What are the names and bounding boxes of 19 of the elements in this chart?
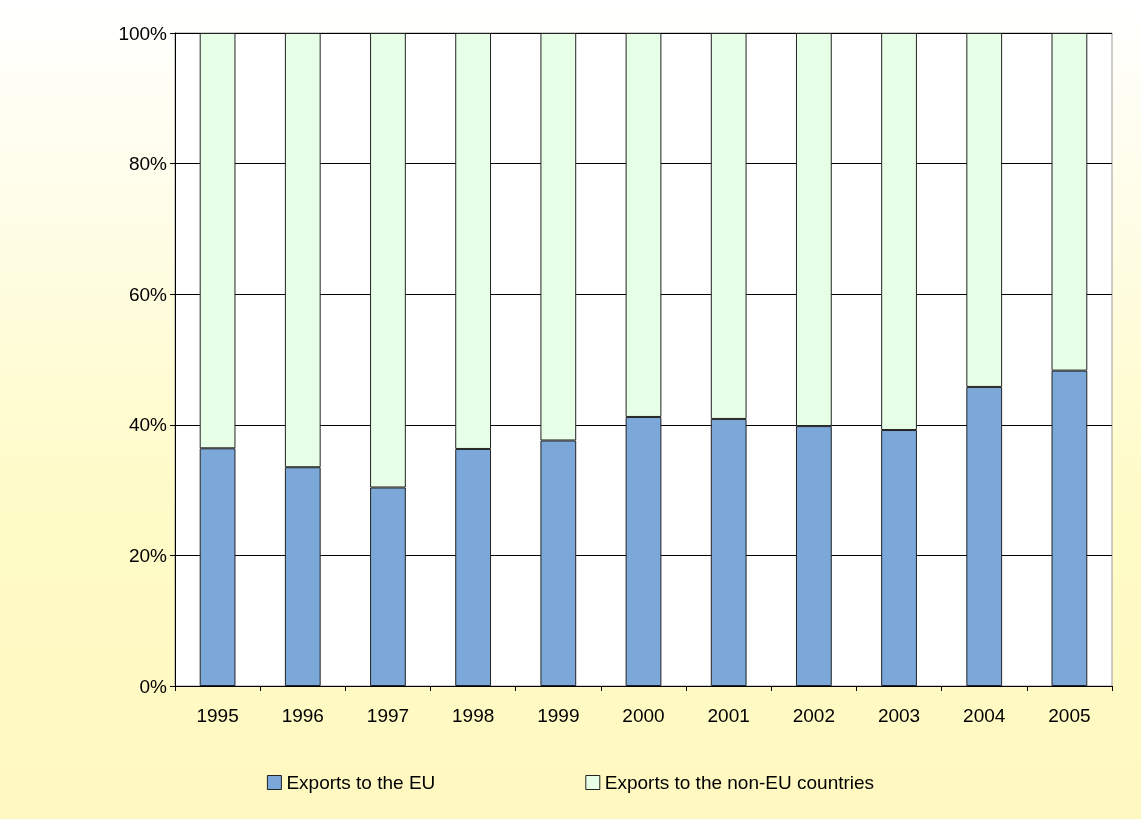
legend-label: Exports to the non-EU countries [604, 772, 875, 793]
y-tick-label: 60% [128, 283, 168, 305]
legend-label: Exports to the EU [286, 772, 436, 793]
x-tick-label: 1997 [366, 705, 410, 726]
x-tick-label: 1998 [452, 705, 495, 726]
y-tick-label: 0% [139, 675, 168, 697]
y-tick-label: 80% [128, 153, 168, 175]
x-tick-label: 2002 [792, 705, 835, 726]
y-tick-label: 40% [128, 414, 168, 436]
x-tick-label: 1996 [281, 705, 324, 726]
x-tick-label: 2004 [963, 705, 1006, 726]
x-tick-label: 1995 [196, 705, 239, 726]
y-tick-label: 20% [128, 544, 168, 566]
y-tick-label: 100% [118, 22, 168, 44]
x-tick-label: 1999 [537, 705, 580, 726]
x-tick-label: 2001 [707, 705, 750, 726]
x-tick-label: 2000 [622, 705, 665, 726]
x-tick-label: 2005 [1048, 705, 1091, 726]
x-tick-label: 2003 [877, 705, 921, 726]
